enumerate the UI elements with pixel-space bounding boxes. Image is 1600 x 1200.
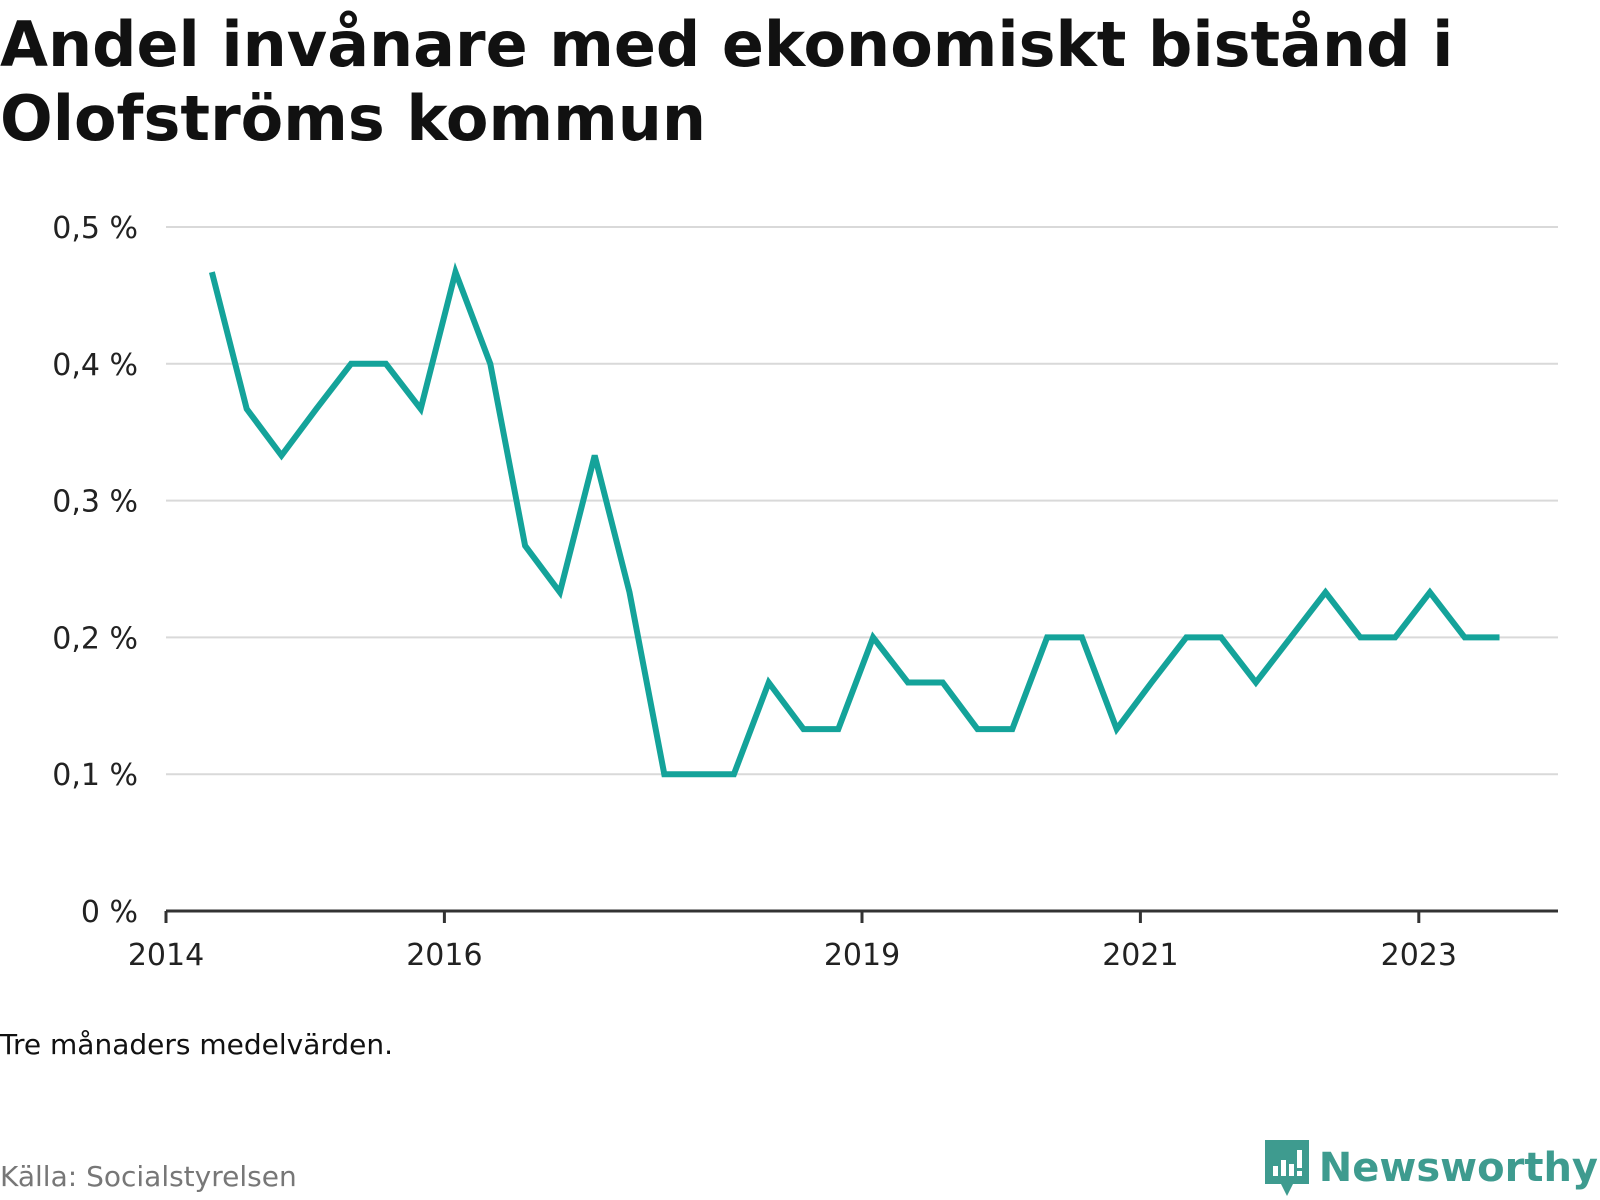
gridlines bbox=[166, 226, 1558, 776]
series-lines bbox=[208, 262, 1500, 778]
y-axis-labels: 0 % 0,1 % 0,2 % 0,3 % 0,4 % 0,5 % bbox=[52, 211, 138, 930]
x-tick-label: 2023 bbox=[1381, 938, 1457, 973]
y-tick-label: 0,3 % bbox=[52, 485, 138, 520]
chart-note: Tre månaders medelvärden. bbox=[0, 1028, 394, 1061]
x-tick-label: 2016 bbox=[406, 938, 482, 973]
series-line bbox=[208, 262, 1500, 778]
brand-name: Newsworthy bbox=[1318, 1145, 1598, 1191]
y-tick-label: 0,2 % bbox=[52, 621, 138, 656]
x-tick-label: 2021 bbox=[1102, 938, 1178, 973]
y-tick-label: 0,4 % bbox=[52, 348, 138, 383]
y-tick-label: 0 % bbox=[81, 895, 138, 930]
line-chart: 0 %0,1 %0,2 %0,3 %0,4 %0,5 % 2014 2016 201… bbox=[52, 211, 1558, 973]
x-tick-label: 2019 bbox=[824, 938, 900, 973]
source-label: Källa: Socialstyrelsen bbox=[0, 1160, 297, 1193]
x-tick-label: 2014 bbox=[128, 938, 204, 973]
y-tick-label: 0,1 % bbox=[52, 758, 138, 793]
x-axis: 2014 2016 2019 2021 2023 bbox=[128, 909, 1558, 973]
chart-title: Andel invånare med ekonomiskt bistånd i … bbox=[0, 8, 1454, 155]
y-tick-label: 0,5 % bbox=[52, 211, 138, 246]
brand-logo[interactable]: Newsworthy bbox=[1263, 1138, 1598, 1198]
newsworthy-logo-icon bbox=[1264, 1140, 1309, 1196]
